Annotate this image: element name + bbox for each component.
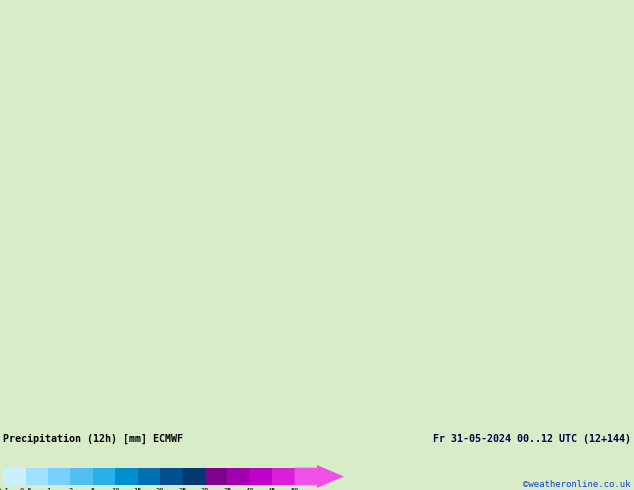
Bar	[25, 467, 48, 485]
Text: 20: 20	[156, 488, 164, 490]
Text: 35: 35	[223, 488, 231, 490]
Text: 25: 25	[178, 488, 187, 490]
Bar	[183, 467, 205, 485]
Text: 45: 45	[268, 488, 276, 490]
Bar	[250, 467, 272, 485]
Bar	[160, 467, 183, 485]
Bar	[272, 467, 295, 485]
Bar	[205, 467, 228, 485]
Bar	[93, 467, 115, 485]
Bar	[70, 467, 93, 485]
FancyArrow shape	[295, 465, 344, 488]
Bar	[48, 467, 70, 485]
Text: ©weatheronline.co.uk: ©weatheronline.co.uk	[523, 480, 631, 489]
Bar	[228, 467, 250, 485]
Text: 15: 15	[133, 488, 142, 490]
Text: 0.1: 0.1	[0, 488, 10, 490]
Text: 10: 10	[111, 488, 119, 490]
Text: 0.5: 0.5	[19, 488, 32, 490]
Text: 40: 40	[245, 488, 254, 490]
Text: 50: 50	[290, 488, 299, 490]
Text: Precipitation (12h) [mm] ECMWF: Precipitation (12h) [mm] ECMWF	[3, 434, 183, 444]
Bar	[3, 467, 25, 485]
Bar	[138, 467, 160, 485]
Text: 1: 1	[46, 488, 50, 490]
Text: 30: 30	[201, 488, 209, 490]
Text: Fr 31-05-2024 00..12 UTC (12+144): Fr 31-05-2024 00..12 UTC (12+144)	[433, 434, 631, 444]
Text: 2: 2	[68, 488, 72, 490]
Bar	[115, 467, 138, 485]
Text: 5: 5	[91, 488, 95, 490]
